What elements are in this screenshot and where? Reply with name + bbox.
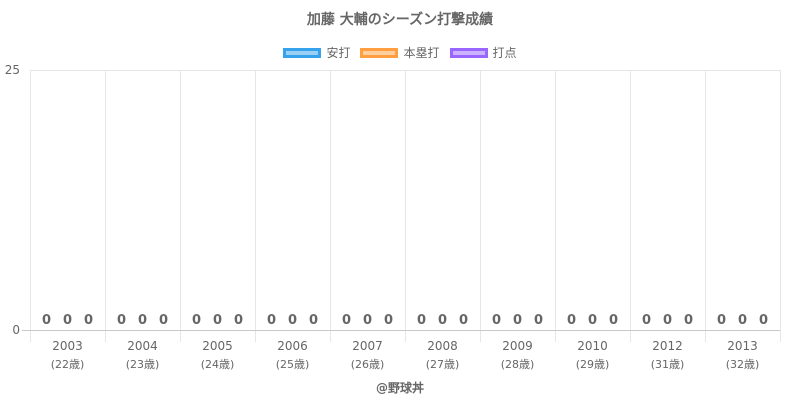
data-label: 0 [42,313,51,328]
x-tick-label: 2003 [52,339,83,353]
x-tick-label: 2010 [577,339,608,353]
data-label: 0 [63,313,72,328]
chart-title: 加藤 大輔のシーズン打撃成績 [306,12,494,28]
data-label: 0 [642,313,651,328]
data-label: 0 [363,313,372,328]
data-label: 0 [234,313,243,328]
data-label: 0 [417,313,426,328]
legend: 安打 本塁打 打点 [0,44,800,61]
legend-label-rbi: 打点 [492,46,517,60]
x-tick-label: 2006 [277,339,308,353]
legend-item-rbi[interactable]: 打点 [449,44,517,61]
data-label: 0 [84,313,93,328]
data-label: 0 [288,313,297,328]
data-label: 0 [567,313,576,328]
data-label: 0 [342,313,351,328]
data-label: 0 [309,313,318,328]
data-label: 0 [513,313,522,328]
legend-label-homeruns: 本塁打 [403,46,440,60]
legend-item-homeruns[interactable]: 本塁打 [360,44,440,61]
y-tick-label: 0 [12,323,20,337]
data-label: 0 [684,313,693,328]
x-tick-sublabel: (23歳) [126,358,160,371]
x-tick-sublabel: (31歳) [651,358,685,371]
source-credit: @野球丼 [375,381,424,395]
y-tick-label: 25 [5,63,20,77]
x-tick-sublabel: (28歳) [501,358,535,371]
legend-swatch-homeruns [360,47,399,58]
x-tick-label: 2007 [352,339,383,353]
data-label: 0 [138,313,147,328]
x-tick-label: 2012 [652,339,683,353]
x-tick-label: 2009 [502,339,533,353]
x-tick-sublabel: (25歳) [276,358,310,371]
data-label: 0 [192,313,201,328]
x-tick-sublabel: (22歳) [51,358,85,371]
x-tick-sublabel: (24歳) [201,358,235,371]
x-tick-sublabel: (29歳) [576,358,610,371]
x-tick-sublabel: (26歳) [351,358,385,371]
data-label: 0 [534,313,543,328]
data-label: 0 [267,313,276,328]
x-tick-label: 2004 [127,339,158,353]
x-tick-sublabel: (32歳) [726,358,760,371]
data-label: 0 [717,313,726,328]
data-label: 0 [459,313,468,328]
data-label: 0 [384,313,393,328]
data-label: 0 [117,313,126,328]
x-tick-sublabel: (27歳) [426,358,460,371]
legend-swatch-hits [283,47,322,58]
data-label: 0 [438,313,447,328]
data-label: 0 [609,313,618,328]
x-tick-label: 2008 [427,339,458,353]
data-label: 0 [213,313,222,328]
legend-label-hits: 安打 [326,46,351,60]
x-tick-label: 2013 [727,339,758,353]
data-label: 0 [738,313,747,328]
data-label: 0 [759,313,768,328]
data-label: 0 [492,313,501,328]
legend-swatch-rbi [449,47,488,58]
data-label: 0 [663,313,672,328]
data-label: 0 [588,313,597,328]
legend-item-hits[interactable]: 安打 [283,44,350,61]
x-tick-label: 2005 [202,339,233,353]
data-label: 0 [159,313,168,328]
